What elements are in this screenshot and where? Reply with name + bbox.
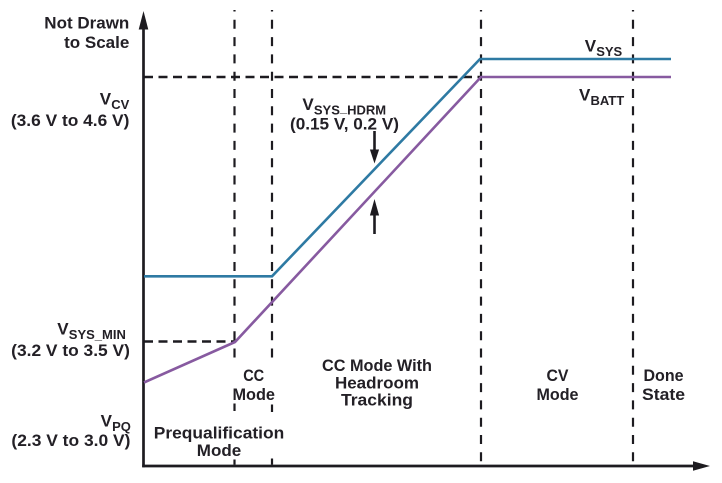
svg-text:V: V	[101, 412, 113, 431]
svg-text:V: V	[302, 95, 314, 114]
svg-text:Mode: Mode	[232, 385, 275, 404]
svg-text:CC Mode With: CC Mode With	[322, 356, 432, 375]
svg-text:V: V	[579, 85, 591, 104]
svg-text:BATT: BATT	[591, 93, 625, 108]
svg-text:(0.15 V, 0.2 V): (0.15 V, 0.2 V)	[290, 115, 399, 134]
svg-text:(3.2 V to 3.5 V): (3.2 V to 3.5 V)	[11, 341, 130, 360]
svg-text:Done: Done	[644, 366, 684, 385]
svg-text:V: V	[585, 36, 597, 55]
svg-text:V: V	[57, 320, 69, 339]
svg-text:Not Drawn: Not Drawn	[44, 14, 129, 33]
svg-text:to Scale: to Scale	[64, 33, 129, 52]
svg-text:(2.3 V to 3.0 V): (2.3 V to 3.0 V)	[11, 431, 130, 450]
svg-text:SYS_MIN: SYS_MIN	[69, 327, 126, 342]
svg-text:SYS: SYS	[596, 44, 622, 59]
svg-text:Headroom: Headroom	[335, 373, 419, 392]
svg-text:CV: CV	[111, 97, 129, 112]
svg-text:V: V	[100, 89, 112, 108]
svg-text:(3.6 V to 4.6 V): (3.6 V to 4.6 V)	[11, 111, 130, 130]
svg-text:CV: CV	[547, 366, 570, 385]
svg-text:Mode: Mode	[537, 385, 579, 404]
svg-text:CC: CC	[243, 366, 264, 385]
svg-text:PQ: PQ	[112, 419, 131, 434]
svg-text:Tracking: Tracking	[341, 390, 413, 409]
svg-text:SYS_HDRM: SYS_HDRM	[314, 100, 386, 117]
svg-text:State: State	[642, 385, 685, 404]
svg-text:Mode: Mode	[197, 441, 241, 460]
svg-text:Prequalification: Prequalification	[154, 423, 285, 442]
